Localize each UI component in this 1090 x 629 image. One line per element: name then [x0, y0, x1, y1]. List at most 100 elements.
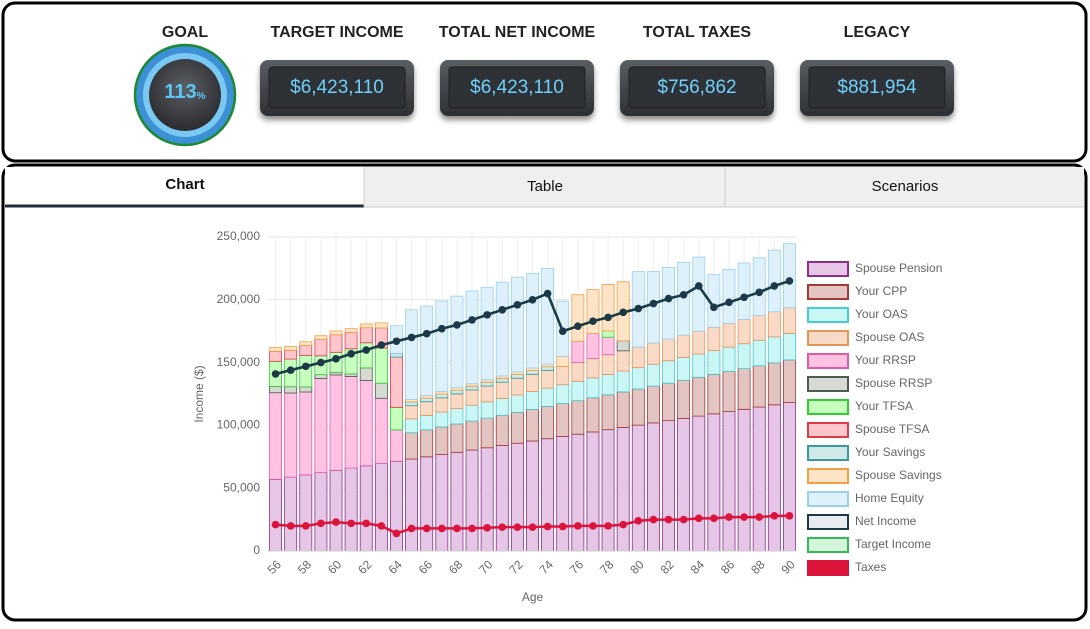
bar-segment: [465, 290, 479, 385]
bar-segment: [722, 322, 736, 348]
bar-segment: [299, 386, 313, 393]
line-point: [543, 289, 552, 298]
bar-segment: [692, 415, 706, 552]
bar-segment: [329, 374, 343, 471]
metric-inner: [268, 66, 406, 109]
line-point: [619, 520, 627, 529]
legend-swatch: [807, 261, 849, 277]
line-point: [392, 529, 401, 538]
goal-label: GOAL: [162, 24, 208, 41]
bar-segment: [284, 349, 298, 360]
bar-segment: [767, 249, 781, 313]
tab[interactable]: Chart: [165, 176, 204, 193]
bar-segment: [616, 427, 630, 552]
bar-segment: [299, 391, 313, 476]
legend-label: Spouse OAS: [855, 330, 924, 344]
bar-segment: [722, 268, 736, 324]
legend-swatch: [807, 537, 849, 553]
bar-segment: [420, 415, 434, 431]
bar-segment: [359, 367, 373, 381]
line-point: [558, 522, 567, 531]
bar-segment: [601, 330, 615, 338]
legend-swatch: [807, 399, 849, 415]
goal-number: 113: [164, 81, 196, 103]
bar-segment: [737, 319, 751, 345]
bar-segment: [556, 384, 570, 404]
bar-segment: [390, 406, 403, 431]
line-point: [347, 519, 355, 528]
tab[interactable]: Scenarios: [872, 178, 939, 195]
bar-segment: [314, 378, 328, 474]
line-point: [498, 523, 507, 531]
bar-segment: [435, 397, 449, 413]
line-point: [589, 317, 597, 325]
bar-segment: [435, 454, 449, 552]
bar-segment: [314, 335, 328, 340]
bar-segment: [344, 332, 358, 350]
bar-segment: [601, 336, 615, 356]
line-point: [332, 518, 340, 526]
line-point: [740, 513, 748, 521]
bar-segment: [284, 346, 298, 351]
bar-segment: [782, 359, 796, 403]
tab[interactable]: Table: [527, 178, 563, 195]
bar-segment: [571, 380, 585, 402]
bar-segment: [405, 418, 419, 434]
line-point: [498, 306, 507, 314]
line-point: [468, 524, 476, 533]
bar-segment: [510, 394, 524, 413]
bar-segment: [284, 476, 298, 552]
line-point: [634, 517, 643, 525]
bar-segment: [752, 315, 766, 341]
bar-segment: [662, 267, 675, 340]
bar-segment: [586, 377, 600, 399]
y-tick-label: 100,000: [217, 418, 261, 432]
line-point: [271, 370, 280, 378]
bar-segment: [662, 382, 675, 422]
bar-segment: [767, 404, 781, 552]
bar-segment: [405, 405, 419, 420]
bar-segment: [450, 393, 464, 410]
bar-segment: [450, 451, 464, 552]
bar-segment: [737, 408, 751, 552]
bar-segment: [450, 423, 464, 453]
line-point: [528, 296, 537, 304]
line-point: [574, 322, 582, 330]
bar-segment: [329, 469, 343, 552]
bar-segment: [480, 286, 494, 381]
bar-segment: [586, 333, 600, 360]
metric-label: LEGACY: [844, 24, 911, 41]
bar-segment: [480, 447, 494, 552]
bar-segment: [767, 362, 781, 406]
line-point: [710, 303, 718, 312]
bar-segment: [435, 411, 449, 428]
bar-segment: [707, 413, 721, 552]
line-point: [664, 515, 673, 524]
bar-segment: [541, 438, 555, 552]
bar-segment: [299, 474, 313, 552]
bar-segment: [752, 365, 766, 408]
tab-active: [5, 167, 364, 207]
bar-segment: [616, 340, 630, 352]
bar-segment: [314, 339, 328, 357]
bar-segment: [677, 356, 691, 381]
bar-segment: [586, 289, 600, 334]
bar-segment: [601, 394, 615, 431]
bar-segment: [646, 422, 660, 552]
bar-segment: [344, 467, 358, 552]
bar-segment: [707, 326, 721, 351]
legend-label: Your OAS: [855, 307, 908, 321]
bar-segment: [495, 414, 509, 446]
bar-segment: [465, 385, 479, 391]
legend-label: Spouse Pension: [855, 261, 942, 275]
bar-segment: [510, 442, 524, 552]
line-point: [543, 522, 552, 531]
bar-segment: [571, 340, 585, 363]
line-point: [679, 290, 688, 299]
legend-swatch: [807, 376, 849, 392]
line-point: [483, 311, 491, 319]
bar-segment: [692, 353, 706, 378]
bar-segment: [269, 479, 283, 552]
bar-segment: [495, 378, 509, 383]
bar-segment: [631, 424, 645, 552]
